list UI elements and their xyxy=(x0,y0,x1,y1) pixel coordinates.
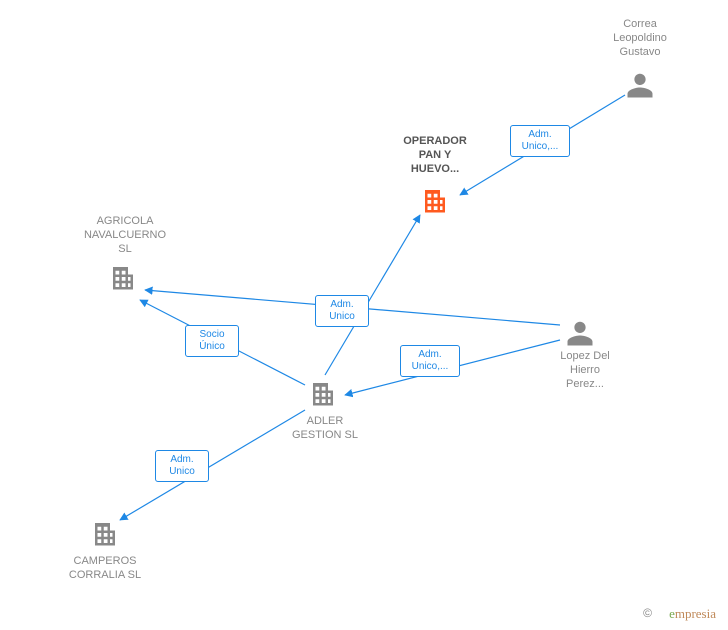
node-label-agricola: AGRICOLA NAVALCUERNO SL xyxy=(65,215,185,256)
node-label-camperos: CAMPEROS CORRALIA SL xyxy=(50,555,160,583)
node-label-lopez: Lopez Del Hierro Perez... xyxy=(545,350,625,391)
building-icon[interactable] xyxy=(308,378,338,408)
copyright-symbol: © xyxy=(643,606,652,620)
person-icon[interactable] xyxy=(565,318,595,348)
building-icon[interactable] xyxy=(108,262,138,292)
building-icon[interactable] xyxy=(420,185,450,215)
node-label-correa: Correa Leopoldino Gustavo xyxy=(600,18,680,59)
edge-label-adler-agricola: Socio Único xyxy=(185,325,239,357)
building-icon[interactable] xyxy=(90,518,120,548)
edge-label-correa-operador: Adm. Unico,... xyxy=(510,125,570,157)
edge-adler-camperos xyxy=(120,410,305,520)
node-label-operador: OPERADOR PAN Y HUEVO... xyxy=(390,135,480,176)
edge-label-lopez-agricola: Adm. Unico xyxy=(315,295,369,327)
watermark-logo: empresia xyxy=(669,606,716,622)
edge-label-lopez-adler: Adm. Unico,... xyxy=(400,345,460,377)
person-icon[interactable] xyxy=(625,70,655,100)
node-label-adler: ADLER GESTION SL xyxy=(280,415,370,443)
watermark-rest: mpresia xyxy=(675,606,716,621)
edge-label-adler-camperos: Adm. Unico xyxy=(155,450,209,482)
